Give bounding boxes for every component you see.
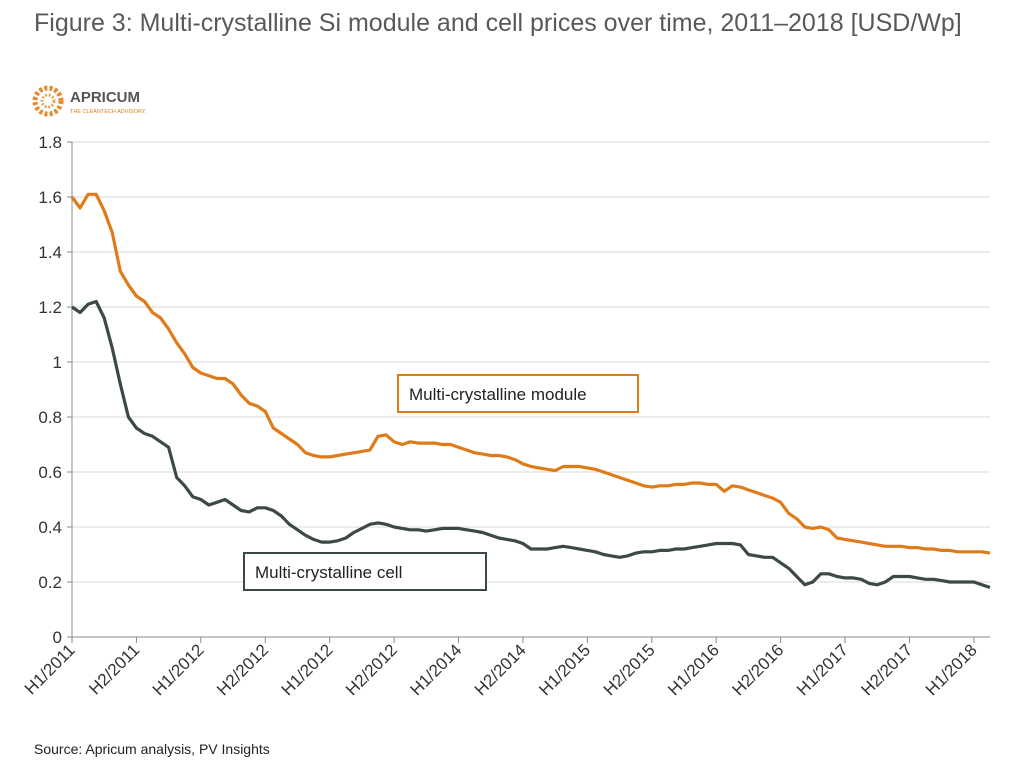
y-tick-label: 1.8 bbox=[38, 133, 62, 152]
logo-tagline: THE CLEANTECH ADVISORY. bbox=[70, 109, 147, 115]
y-tick-label: 0.6 bbox=[38, 463, 62, 482]
x-tick-label: H1/2018 bbox=[922, 640, 981, 699]
y-tick-label: 1.2 bbox=[38, 298, 62, 317]
legend-label: Multi-crystalline cell bbox=[255, 563, 402, 582]
legend-label: Multi-crystalline module bbox=[409, 385, 587, 404]
legend-box bbox=[243, 552, 487, 591]
x-tick-label: H2/2014 bbox=[471, 640, 530, 699]
x-tick-label: H1/2016 bbox=[664, 640, 723, 699]
series-line bbox=[71, 299, 991, 590]
x-tick-label: H2/2012 bbox=[342, 640, 401, 699]
x-tick-label: H1/2014 bbox=[406, 640, 465, 699]
x-tick-label: H2/2017 bbox=[857, 640, 916, 699]
x-tick-label: H1/2012 bbox=[278, 640, 337, 699]
logo-name: APRICUM bbox=[70, 89, 140, 106]
x-tick-label: H2/2011 bbox=[85, 640, 143, 698]
x-tick-label: H1/2012 bbox=[149, 640, 208, 699]
y-tick-label: 1.4 bbox=[38, 243, 62, 262]
series-line bbox=[70, 192, 991, 555]
y-tick-label: 1 bbox=[53, 353, 62, 372]
chart-title: Figure 3: Multi-crystalline Si module an… bbox=[34, 9, 962, 37]
y-tick-label: 0.2 bbox=[38, 573, 62, 592]
x-tick-label: H2/2015 bbox=[600, 640, 659, 699]
source-note: Source: Apricum analysis, PV Insights bbox=[34, 741, 270, 757]
x-tick-label: H1/2017 bbox=[793, 640, 852, 699]
legend-box bbox=[397, 374, 639, 413]
y-tick-label: 1.6 bbox=[38, 188, 62, 207]
logo-icon bbox=[32, 85, 64, 117]
y-tick-label: 0 bbox=[53, 628, 62, 647]
x-tick-label: H1/2015 bbox=[535, 640, 594, 699]
x-tick-label: H1/2011 bbox=[21, 640, 79, 698]
x-tick-label: H2/2016 bbox=[729, 640, 788, 699]
y-tick-label: 0.4 bbox=[38, 518, 62, 537]
y-tick-label: 0.8 bbox=[38, 408, 62, 427]
x-tick-label: H2/2012 bbox=[213, 640, 272, 699]
